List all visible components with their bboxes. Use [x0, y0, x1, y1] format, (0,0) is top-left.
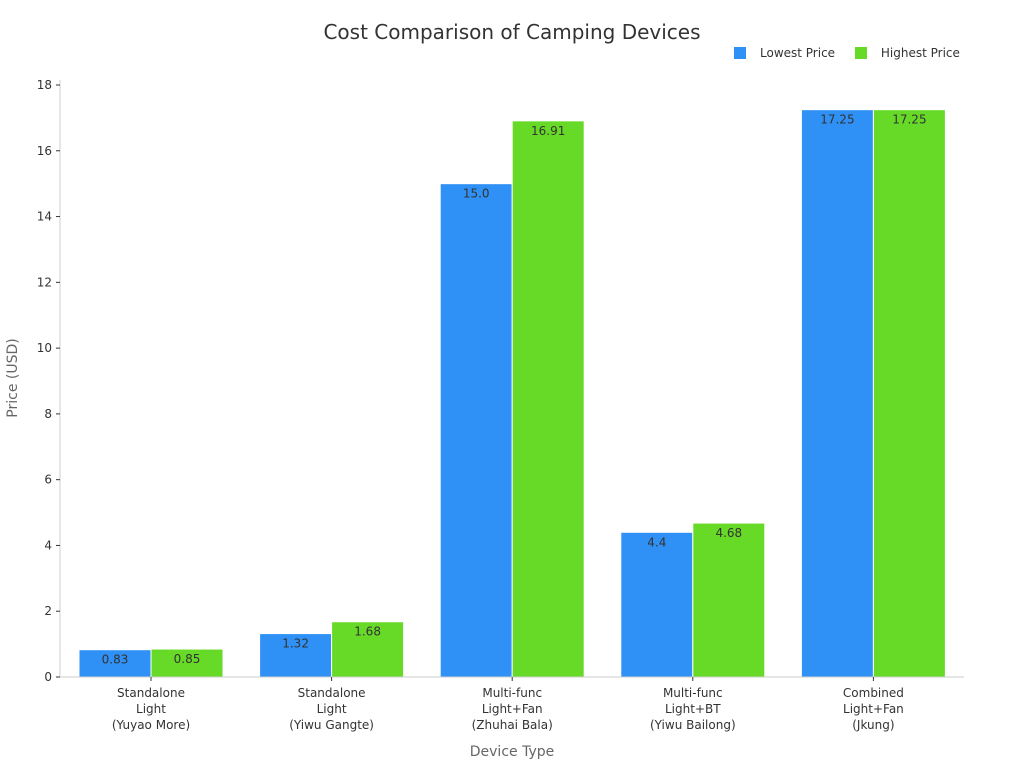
y-tick-label: 2 [44, 604, 52, 618]
legend: Lowest Price Highest Price [734, 46, 976, 62]
bar-labels-group: 0.83 1.32 15.0 4.4 17.25 0.85 1.68 16.91 4.68 17.… [102, 113, 927, 667]
chart-title: Cost Comparison of Camping Devices [323, 20, 701, 44]
x-tick-label: Multi-func Light+BT (Yiwu Bailong) [650, 686, 736, 732]
y-tick-label: 4 [44, 538, 52, 552]
y-tick-label: 0 [44, 670, 52, 684]
bar-highest-4 [872, 109, 946, 678]
bar-lowest-3 [620, 531, 694, 678]
bar-value-label: 0.83 [102, 653, 129, 667]
bars-group [78, 109, 946, 678]
legend-label-lowest: Lowest Price [760, 46, 836, 60]
x-tick-label: Combined Light+Fan (Jkung) [843, 686, 904, 732]
bar-highest-1 [331, 621, 405, 678]
legend-entry-highest: Highest Price [854, 46, 960, 60]
bar-value-label: 1.32 [282, 637, 309, 651]
x-axis-label: Device Type [470, 744, 555, 760]
y-tick-label: 16 [37, 144, 52, 158]
x-tick-label: Standalone Light (Yiwu Gangte) [289, 686, 374, 732]
legend-swatch-highest [854, 47, 867, 59]
x-tick-label: Multi-func Light+Fan (Zhuhai Bala) [472, 686, 553, 732]
y-tick-label: 6 [44, 473, 52, 487]
y-tick-label: 8 [44, 407, 52, 421]
y-ticks-group: 0 2 4 6 8 10 12 14 16 18 [37, 78, 60, 684]
x-ticks-group: Standalone Light (Yuyao More) Standalone Lig… [112, 677, 904, 732]
x-tick-label: Standalone Light (Yuyao More) [112, 686, 190, 732]
bar-value-label: 17.25 [892, 113, 926, 127]
bar-value-label: 4.4 [647, 535, 666, 549]
bar-value-label: 15.0 [463, 187, 490, 201]
bar-lowest-2 [439, 183, 513, 678]
bar-highest-3 [692, 522, 766, 678]
legend-entry-lowest: Lowest Price [734, 46, 835, 60]
y-tick-label: 10 [37, 341, 52, 355]
bar-value-label: 4.68 [715, 526, 742, 540]
y-tick-label: 14 [37, 210, 52, 224]
y-axis-label: Price (USD) [5, 338, 21, 417]
bar-highest-2 [511, 120, 585, 678]
bar-highest-0 [150, 648, 224, 678]
y-tick-label: 12 [37, 275, 52, 289]
bar-value-label: 16.91 [531, 124, 565, 138]
legend-swatch-lowest [734, 47, 746, 59]
bar-value-label: 1.68 [354, 625, 381, 639]
bar-value-label: 17.25 [820, 113, 854, 127]
legend-label-highest: Highest Price [880, 46, 960, 60]
bar-value-label: 0.85 [174, 652, 201, 666]
bar-lowest-4 [800, 109, 874, 678]
y-tick-label: 18 [37, 78, 52, 92]
